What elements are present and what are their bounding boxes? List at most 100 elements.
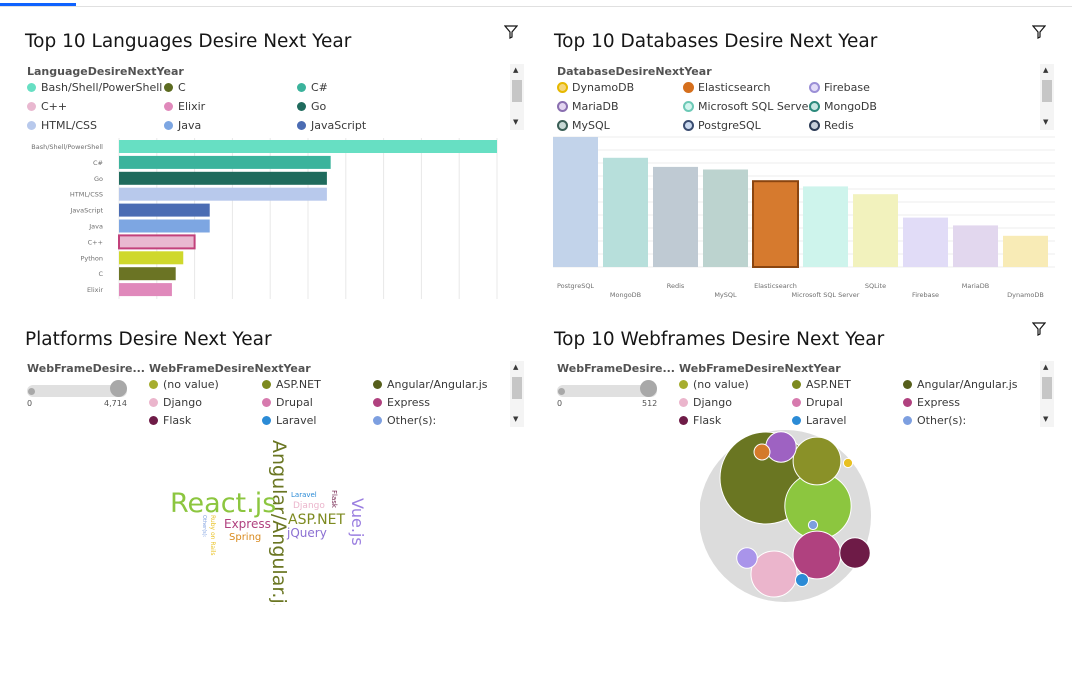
legend-item-firebase[interactable]: Firebase	[809, 81, 870, 94]
bar-mysql[interactable]	[703, 169, 748, 268]
legend-item-postgresql[interactable]: PostgreSQL	[683, 119, 761, 132]
scroll-up-icon[interactable]: ▲	[513, 363, 519, 371]
legend-item-dynamodb[interactable]: DynamoDB	[557, 81, 634, 94]
legend-item-go[interactable]: Go	[297, 100, 326, 113]
legend-item-elixir[interactable]: Elixir	[164, 100, 205, 113]
word-jquery[interactable]: jQuery	[286, 526, 327, 540]
filter-icon[interactable]	[1032, 25, 1046, 39]
legend-item-flask[interactable]: Flask	[149, 414, 191, 427]
scroll-up-icon[interactable]: ▲	[1043, 363, 1049, 371]
bar-python[interactable]	[119, 251, 184, 265]
filter-icon[interactable]	[1032, 322, 1046, 336]
bar-c[interactable]	[119, 155, 331, 169]
bubble-ruby-on-rails[interactable]	[807, 519, 819, 531]
bar-mariadb[interactable]	[953, 225, 998, 267]
bar-bash-shell-powershell[interactable]	[119, 140, 497, 153]
bubble-express[interactable]	[792, 530, 842, 580]
scroll-down-icon[interactable]: ▼	[1043, 118, 1049, 126]
bar-c[interactable]	[119, 267, 176, 281]
legend-item-c[interactable]: C#	[297, 81, 328, 94]
bar-firebase[interactable]	[903, 217, 948, 267]
legend-item-javascript[interactable]: JavaScript	[297, 119, 366, 132]
legend-item-html-css[interactable]: HTML/CSS	[27, 119, 97, 132]
word-flask[interactable]: Flask	[330, 490, 338, 509]
scroll-up-icon[interactable]: ▲	[1043, 66, 1049, 74]
word-laravel[interactable]: Laravel	[291, 491, 317, 499]
webframes-slider-max-handle[interactable]	[640, 380, 657, 397]
legend-item-angular-angular-js[interactable]: Angular/Angular.js	[903, 378, 1018, 391]
word-react-js[interactable]: React.js	[170, 488, 276, 519]
word-ruby-on-rails[interactable]: Ruby on Rails	[209, 515, 216, 556]
bubble-flask[interactable]	[839, 537, 871, 569]
legend-item-elasticsearch[interactable]: Elasticsearch	[683, 81, 770, 94]
scroll-thumb[interactable]	[1042, 377, 1052, 399]
platforms-slider-min-handle[interactable]	[28, 388, 35, 395]
word-spring[interactable]: Spring	[229, 532, 261, 543]
databases-legend-scrollbar[interactable]: ▲ ▼	[1040, 64, 1054, 130]
bubble-asp-net[interactable]	[792, 436, 842, 486]
word-vue-js[interactable]: Vue.js	[348, 498, 367, 546]
legend-item-mariadb[interactable]: MariaDB	[557, 100, 619, 113]
word-asp-net[interactable]: ASP.NET	[288, 512, 345, 528]
bar-elixir[interactable]	[119, 283, 172, 297]
legend-item-laravel[interactable]: Laravel	[792, 414, 846, 427]
legend-item-asp-net[interactable]: ASP.NET	[792, 378, 851, 391]
legend-item-laravel[interactable]: Laravel	[262, 414, 316, 427]
bar-sqlite[interactable]	[853, 194, 898, 267]
platforms-slider-max-handle[interactable]	[110, 380, 127, 397]
bubble-no-value[interactable]	[842, 457, 854, 469]
legend-item-asp-net[interactable]: ASP.NET	[262, 378, 321, 391]
webframes-legend-scrollbar[interactable]: ▲ ▼	[1040, 361, 1054, 427]
legend-item-mysql[interactable]: MySQL	[557, 119, 610, 132]
bar-html-css[interactable]	[119, 187, 327, 201]
legend-item-bash-shell-powershell[interactable]: Bash/Shell/PowerShell	[27, 81, 162, 94]
word-other-s[interactable]: Other(s):	[201, 515, 207, 538]
bar-elasticsearch[interactable]	[752, 180, 799, 269]
legend-item-c[interactable]: C	[164, 81, 186, 94]
scroll-thumb[interactable]	[512, 377, 522, 399]
word-angular-angular-js[interactable]: Angular/Angular.js	[268, 440, 290, 605]
legend-item-django[interactable]: Django	[679, 396, 732, 409]
legend-item-redis[interactable]: Redis	[809, 119, 854, 132]
legend-item-flask[interactable]: Flask	[679, 414, 721, 427]
bubble-other-s[interactable]	[736, 547, 758, 569]
legend-item-express[interactable]: Express	[903, 396, 960, 409]
scroll-up-icon[interactable]: ▲	[513, 66, 519, 74]
legend-item-microsoft-sql-server[interactable]: Microsoft SQL Server	[683, 100, 813, 113]
scroll-down-icon[interactable]: ▼	[513, 118, 519, 126]
legend-item-drupal[interactable]: Drupal	[792, 396, 843, 409]
legend-item-other-s[interactable]: Other(s):	[373, 414, 436, 427]
legend-item-django[interactable]: Django	[149, 396, 202, 409]
bar-microsoft-sql-server[interactable]	[803, 186, 848, 267]
scroll-down-icon[interactable]: ▼	[513, 415, 519, 423]
legend-item-other-s[interactable]: Other(s):	[903, 414, 966, 427]
bar-postgresql[interactable]	[553, 137, 598, 267]
bar-javascript[interactable]	[119, 203, 210, 217]
bubble-laravel[interactable]	[794, 572, 810, 588]
bar-redis[interactable]	[653, 166, 698, 267]
scroll-thumb[interactable]	[1042, 80, 1052, 102]
bar-java[interactable]	[119, 219, 210, 233]
languages-legend-scrollbar[interactable]: ▲ ▼	[510, 64, 524, 130]
filter-icon[interactable]	[504, 25, 518, 39]
word-django[interactable]: Django	[293, 501, 325, 511]
platforms-legend-scrollbar[interactable]: ▲ ▼	[510, 361, 524, 427]
legend-item-no-value[interactable]: (no value)	[679, 378, 749, 391]
scroll-thumb[interactable]	[512, 80, 522, 102]
active-tab-indicator[interactable]	[0, 3, 76, 6]
legend-item-c[interactable]: C++	[27, 100, 67, 113]
word-express[interactable]: Express	[224, 517, 271, 531]
legend-item-angular-angular-js[interactable]: Angular/Angular.js	[373, 378, 488, 391]
webframes-range-slider[interactable]	[557, 385, 657, 397]
bubble-django[interactable]	[750, 550, 798, 598]
legend-item-drupal[interactable]: Drupal	[262, 396, 313, 409]
legend-item-express[interactable]: Express	[373, 396, 430, 409]
webframes-slider-min-handle[interactable]	[558, 388, 565, 395]
legend-item-no-value[interactable]: (no value)	[149, 378, 219, 391]
platforms-range-slider[interactable]	[27, 385, 127, 397]
legend-item-mongodb[interactable]: MongoDB	[809, 100, 877, 113]
bubble-drupal[interactable]	[765, 431, 797, 463]
scroll-down-icon[interactable]: ▼	[1043, 415, 1049, 423]
legend-item-java[interactable]: Java	[164, 119, 201, 132]
bubble-spring[interactable]	[753, 443, 771, 461]
